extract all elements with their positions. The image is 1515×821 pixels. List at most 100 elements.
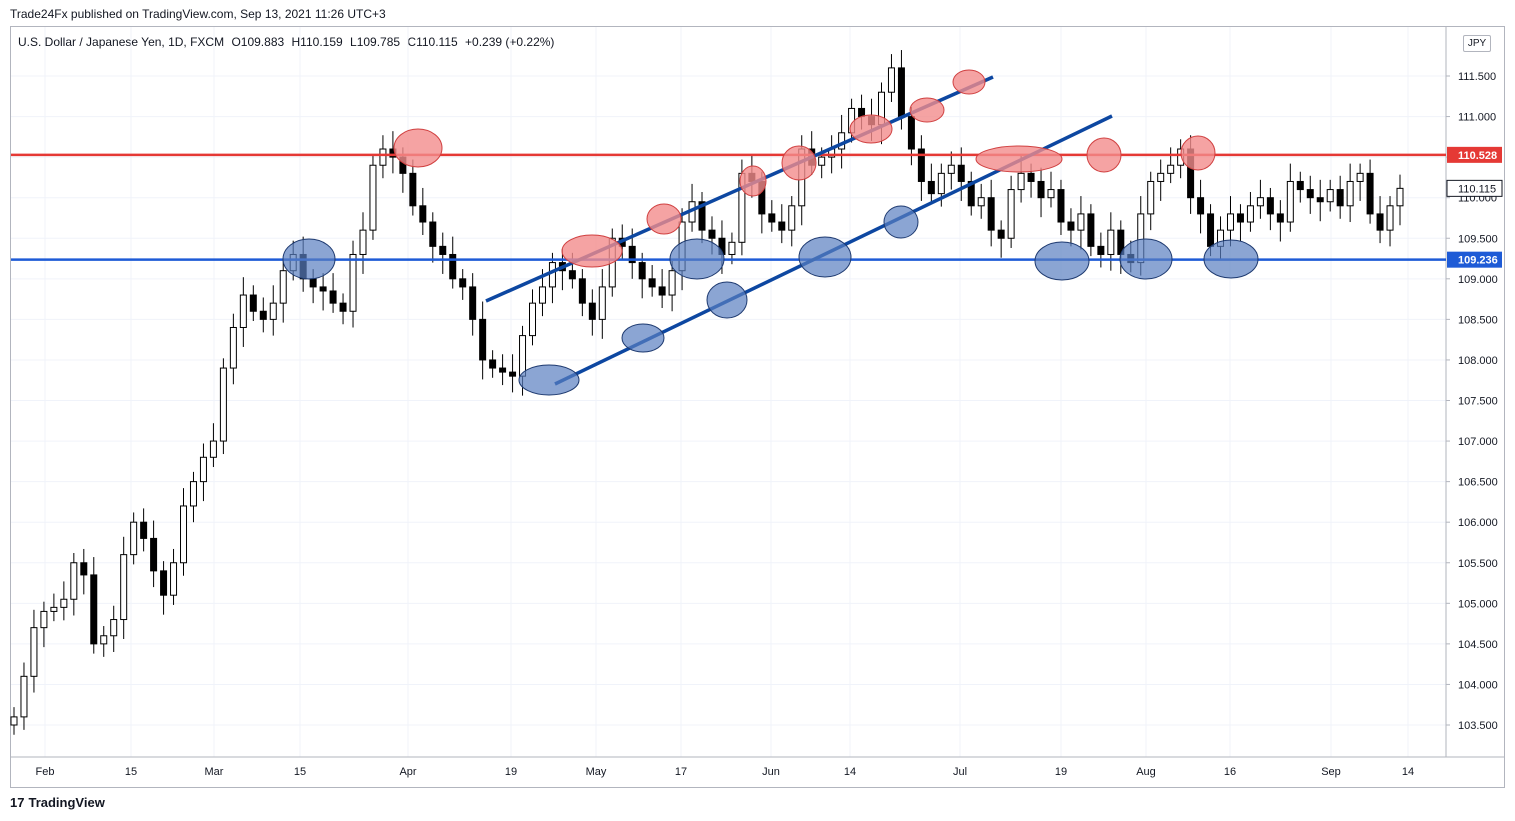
candle-body	[967, 180, 975, 207]
y-tick-label: 108.500	[1458, 314, 1498, 326]
candle-body	[788, 205, 796, 231]
candle-body	[1306, 189, 1314, 199]
x-tick-label: Jun	[762, 766, 780, 778]
candle-body	[499, 367, 507, 373]
candle-body	[20, 675, 28, 718]
candle-body	[997, 229, 1005, 239]
channel-upper-line	[485, 75, 994, 303]
tradingview-footer[interactable]: 17 TradingView	[10, 795, 105, 810]
x-tick-label: 14	[1402, 766, 1414, 778]
support-highlight-ellipse	[621, 323, 665, 353]
x-tick-label: May	[586, 766, 607, 778]
candle-body	[100, 635, 108, 645]
support-highlight-ellipse	[1203, 239, 1259, 279]
candle-body	[339, 302, 347, 312]
resistance-highlight-ellipse	[646, 203, 682, 235]
candle-body	[668, 270, 676, 296]
candle-body	[249, 294, 257, 312]
candle-body	[1376, 213, 1384, 231]
candle-body	[1386, 205, 1394, 231]
candle-body	[40, 610, 48, 629]
support-highlight-ellipse	[1034, 241, 1090, 281]
candle-body	[239, 294, 247, 328]
candle-body	[509, 371, 517, 377]
resistance-price-label: 110.528	[1458, 150, 1497, 162]
last-price-label: 110.115	[1458, 183, 1496, 195]
x-tick-label: Mar	[205, 766, 224, 778]
candle-body	[778, 221, 786, 231]
x-tick-label: Sep	[1321, 766, 1341, 778]
currency-badge[interactable]: JPY	[1463, 35, 1491, 52]
price-chart[interactable]: 103.500 104.000 104.500 105.000 105.500 106.0…	[0, 0, 1515, 790]
x-tick-label: 14	[844, 766, 856, 778]
candle-body	[957, 164, 965, 182]
candle-body	[479, 318, 487, 361]
candle-body	[1396, 187, 1404, 207]
support-price-tag	[1447, 251, 1502, 268]
candle-body	[768, 213, 776, 223]
y-tick-label: 107.500	[1458, 396, 1498, 408]
last-price-tag	[1446, 179, 1503, 197]
candle-body	[907, 116, 915, 150]
candle-body	[1346, 180, 1354, 207]
x-tick-label: Aug	[1136, 766, 1156, 778]
candle-body	[1097, 245, 1105, 255]
x-tick-label: Jul	[953, 766, 967, 778]
candle-body	[60, 598, 68, 608]
candle-body	[1167, 164, 1175, 174]
candle-body	[1147, 180, 1155, 215]
candle-body	[349, 253, 357, 312]
close-value: C110.115	[407, 35, 458, 49]
candle-body	[818, 156, 826, 166]
candle-body	[728, 241, 736, 255]
candle-body	[120, 554, 128, 621]
candle-body	[1266, 197, 1274, 215]
candle-body	[598, 286, 606, 320]
low-value: L109.785	[350, 35, 401, 49]
resistance-highlight-ellipse	[393, 128, 443, 168]
y-tick-label: 109.000	[1458, 274, 1498, 286]
candle-body	[937, 172, 945, 195]
candle-body	[568, 270, 576, 280]
candle-body	[1087, 213, 1095, 247]
candle-body	[917, 148, 925, 182]
candle-body	[638, 262, 646, 280]
support-highlight-ellipse	[669, 238, 725, 280]
support-highlight-ellipse	[798, 236, 852, 278]
candle-body	[369, 164, 377, 231]
candle-body	[429, 221, 437, 247]
candle-body	[180, 505, 188, 564]
candle-body	[150, 537, 158, 572]
candle-body	[1256, 197, 1264, 207]
support-highlight-ellipse	[1119, 238, 1173, 280]
candle-body	[927, 180, 935, 195]
candle-body	[529, 302, 537, 337]
resistance-highlight-ellipse	[975, 145, 1063, 173]
candle-body	[140, 521, 148, 539]
y-tick-label: 105.500	[1458, 558, 1498, 570]
tradingview-logo-icon: 17	[10, 795, 25, 810]
candle-body	[449, 253, 457, 280]
candle-body	[170, 562, 178, 596]
candle-body	[1236, 213, 1244, 223]
candle-body	[1276, 213, 1284, 223]
chart-frame	[10, 26, 1505, 788]
support-highlight-ellipse	[706, 281, 748, 319]
candle-body	[1027, 172, 1035, 182]
resistance-highlight-ellipse	[952, 69, 986, 95]
candle-body	[110, 619, 118, 637]
candle-body	[259, 310, 267, 320]
x-tick-label: 16	[1224, 766, 1236, 778]
candle-body	[269, 302, 277, 320]
support-highlight-ellipse	[282, 238, 336, 280]
symbol-legend: U.S. Dollar / Japanese Yen, 1D, FXCM O10…	[18, 35, 558, 49]
candle-body	[987, 197, 995, 231]
candle-body	[219, 367, 227, 442]
candle-body	[209, 440, 217, 458]
candle-body	[459, 278, 467, 288]
candle-body	[1047, 189, 1055, 199]
candle-body	[419, 205, 427, 223]
candle-body	[1336, 189, 1344, 207]
published-caption: Trade24Fx published on TradingView.com, …	[10, 7, 386, 21]
candle-body	[1246, 205, 1254, 223]
